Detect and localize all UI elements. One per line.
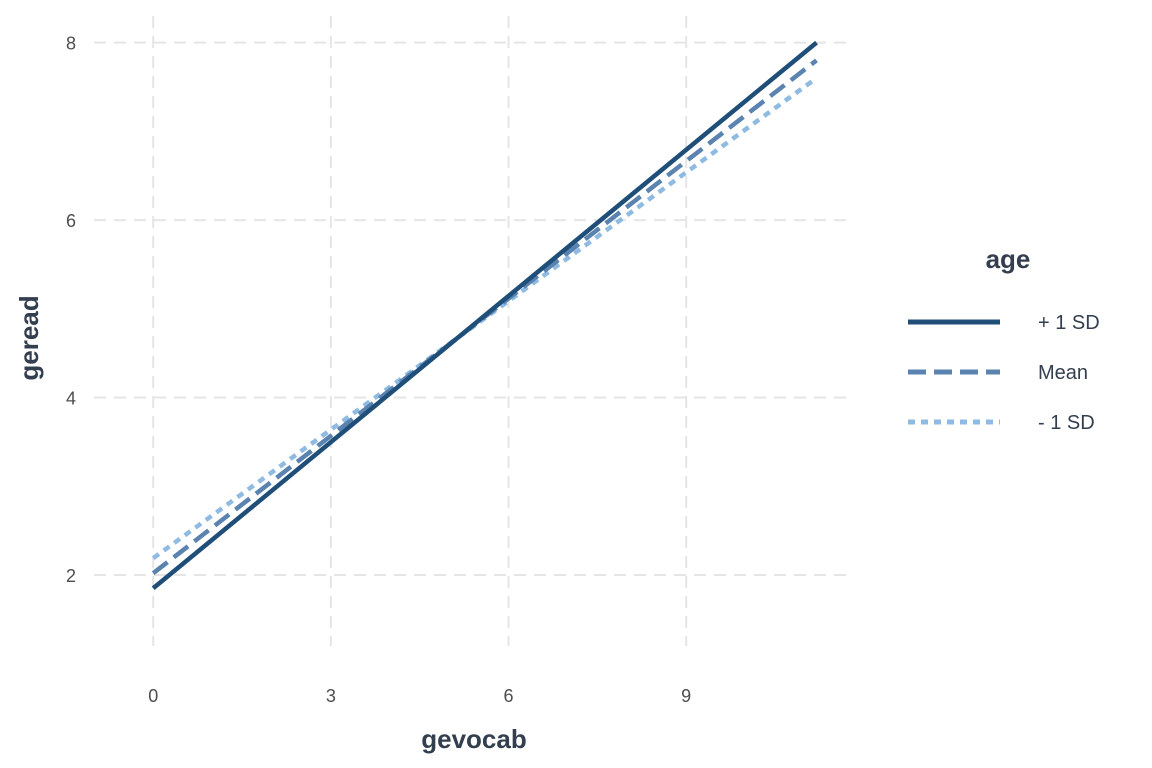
x-axis-ticks: 0 3 6 9 [148, 686, 691, 706]
legend: age + 1 SD Mean - 1 SD [908, 244, 1100, 434]
y-tick-label: 8 [66, 34, 76, 54]
legend-label: - 1 SD [1038, 412, 1095, 434]
grid [94, 16, 852, 646]
y-tick-label: 4 [66, 389, 76, 409]
x-tick-label: 3 [326, 686, 336, 706]
x-tick-label: 9 [681, 686, 691, 706]
legend-title: age [986, 244, 1031, 274]
y-axis-ticks: 2 4 6 8 [66, 34, 76, 586]
y-tick-label: 2 [66, 566, 76, 586]
y-axis-title: geread [14, 295, 44, 380]
legend-label: + 1 SD [1038, 312, 1100, 334]
x-tick-label: 0 [148, 686, 158, 706]
x-axis-title: gevocab [421, 724, 527, 754]
x-tick-label: 6 [504, 686, 514, 706]
series-lines [151, 40, 818, 591]
legend-label: Mean [1038, 362, 1088, 384]
y-tick-label: 6 [66, 211, 76, 231]
series-line [151, 40, 818, 591]
legend-items: + 1 SD Mean - 1 SD [908, 312, 1100, 434]
